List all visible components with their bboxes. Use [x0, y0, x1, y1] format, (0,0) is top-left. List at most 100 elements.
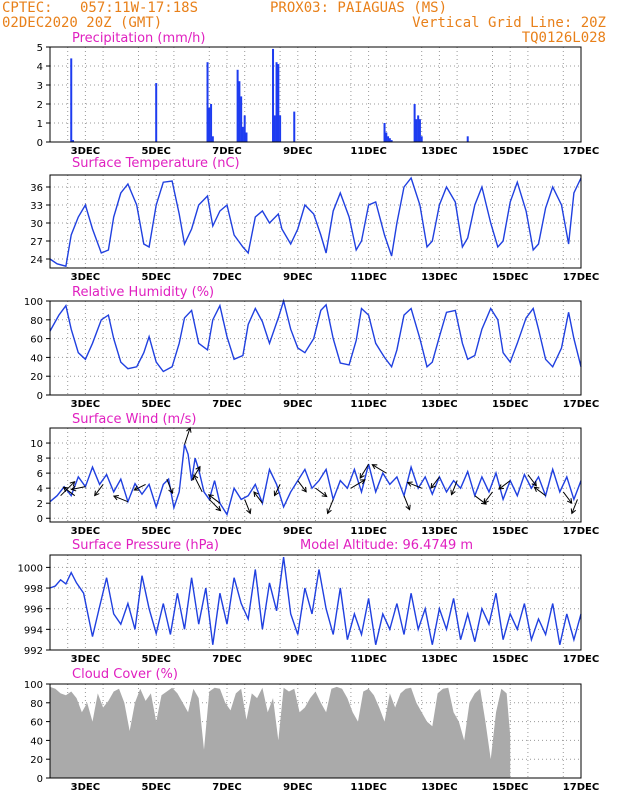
- panel2-frame: [49, 174, 582, 269]
- panel5-series-line: [49, 557, 582, 645]
- panel4-xtick-label: 13DEC: [421, 526, 457, 537]
- panel4-wind-arrowhead: [193, 474, 199, 481]
- panel6-area: [50, 686, 511, 778]
- panel1-bar: [388, 138, 391, 142]
- panel1-xtick-label: 3DEC: [71, 146, 100, 157]
- panel4-wind-arrow: [483, 491, 493, 504]
- panel4-wind-arrow: [191, 466, 201, 481]
- panel3-xtick-label: 5DEC: [141, 399, 170, 410]
- panel4-wind-arrowhead: [406, 481, 413, 487]
- panel4-wind-arrowhead: [195, 465, 201, 472]
- panel1-bar: [277, 64, 280, 142]
- panel4-xtick-label: 7DEC: [212, 526, 241, 537]
- panel3-xtick-label: 15DEC: [492, 399, 528, 410]
- panel4-wind-arrowhead: [405, 504, 411, 511]
- panel2-xtick-label: 15DEC: [492, 272, 528, 283]
- panel6-xtick-label: 13DEC: [421, 782, 457, 793]
- panel5-xtick-label: 7DEC: [212, 654, 241, 665]
- header-coords: 057:11W-17:18S: [80, 0, 198, 16]
- panel6-ytick-label: 20: [30, 755, 43, 766]
- panel2-xtick-label: 5DEC: [141, 272, 170, 283]
- panel4-xtick-label: 9DEC: [283, 526, 312, 537]
- header-code: TQ0126L028: [522, 30, 606, 46]
- panel4-ytick-label: 2: [37, 499, 43, 510]
- panel4-wind-arrow: [134, 483, 146, 491]
- panel1-ytick-label: 5: [37, 43, 43, 54]
- panel4-xtick-label: 3DEC: [71, 526, 100, 537]
- panel4-wind-arrowhead: [533, 486, 540, 493]
- panel4-xtick-label: 17DEC: [563, 526, 599, 537]
- panel2-xtick-label: 11DEC: [350, 272, 386, 283]
- panel6-xtick-label: 9DEC: [283, 782, 312, 793]
- panel4-wind-arrowhead: [133, 485, 140, 491]
- panel4-ytick-label: 10: [30, 439, 43, 450]
- panel4-ytick-label: 4: [37, 484, 43, 495]
- panel4-wind-arrow: [297, 480, 307, 493]
- panel4-wind-arrow: [253, 491, 263, 504]
- panel1-ytick-label: 3: [37, 81, 43, 92]
- panel4-wind-arrow: [403, 495, 411, 510]
- panel1-bar: [272, 48, 275, 142]
- panel4-wind-arrowhead: [215, 505, 222, 512]
- panel6-frame: [49, 683, 582, 779]
- panel4-wind-arrowhead: [168, 488, 174, 495]
- panel2-ytick-label: 30: [30, 219, 43, 230]
- panel2-xtick-label: 7DEC: [212, 272, 241, 283]
- panel4-wind-arrow: [527, 474, 537, 487]
- panel4-ytick-label: 0: [37, 514, 43, 525]
- panel1-bar: [236, 69, 239, 142]
- panel5-title: Surface Pressure (hPa): [72, 538, 219, 553]
- panel1-bar: [293, 111, 296, 142]
- panel1-bar: [390, 140, 393, 142]
- panel1-bar: [70, 58, 73, 142]
- panel1-bar: [245, 132, 248, 142]
- panel4-title: Surface Wind (m/s): [72, 412, 196, 427]
- panel6-ytick-label: 80: [30, 699, 43, 710]
- panel4-wind-arrowhead: [450, 489, 456, 496]
- panel1-bar: [417, 115, 420, 142]
- panel1-bar: [413, 104, 416, 142]
- panel4-wind-arrowhead: [301, 486, 307, 493]
- panel3-ytick-label: 100: [24, 297, 43, 308]
- panel3-ytick-label: 40: [30, 353, 43, 364]
- panel1-bar: [273, 115, 276, 142]
- panel4-series-line: [49, 444, 582, 517]
- panel1-xtick-label: 15DEC: [492, 146, 528, 157]
- panel3-xtick-label: 11DEC: [350, 399, 386, 410]
- header-station: PROX03: PAIAGUAS (MS): [270, 0, 447, 16]
- panel1-bar: [275, 62, 278, 143]
- header-vgrid: Vertical Grid Line: 20Z: [412, 15, 606, 31]
- panel2-ytick-label: 24: [30, 255, 43, 266]
- panel1-bar: [241, 126, 244, 142]
- panel1-bar: [206, 62, 209, 143]
- panel6-xtick-label: 5DEC: [141, 782, 170, 793]
- panel4-wind-arrow: [350, 479, 366, 489]
- panel4-wind-arrow: [562, 491, 573, 504]
- panel5-xtick-label: 17DEC: [563, 654, 599, 665]
- panel4-wind-arrowhead: [62, 486, 69, 493]
- panel3-frame: [49, 300, 582, 396]
- panel1-bar: [208, 107, 211, 142]
- panel3-xtick-label: 9DEC: [283, 399, 312, 410]
- panel2-series-line: [49, 176, 582, 268]
- panel1-ytick-label: 4: [37, 62, 43, 73]
- panel1-bar: [155, 83, 158, 142]
- panel4-wind-arrow: [372, 464, 387, 474]
- panel4-wind-arrow: [184, 427, 191, 445]
- panel4-wind-arrow: [274, 484, 281, 496]
- panel4-wind-arrow: [244, 499, 251, 514]
- panel5-ytick-label: 994: [24, 625, 43, 636]
- panel5-ytick-label: 996: [24, 605, 43, 616]
- panel5-ytick-label: 1000: [18, 563, 43, 574]
- panel3-ytick-label: 80: [30, 316, 43, 327]
- panel1-bar: [415, 119, 418, 142]
- panel4-wind-arrowhead: [69, 480, 76, 487]
- panel4-frame: [49, 427, 582, 523]
- panel1-bar: [387, 136, 390, 142]
- panel1-ytick-label: 1: [37, 119, 43, 130]
- panel4-wind-arrowhead: [94, 490, 100, 497]
- panel4-wind-arrow: [113, 495, 129, 503]
- panel1-bar: [418, 119, 421, 142]
- panel2-xtick-label: 17DEC: [563, 272, 599, 283]
